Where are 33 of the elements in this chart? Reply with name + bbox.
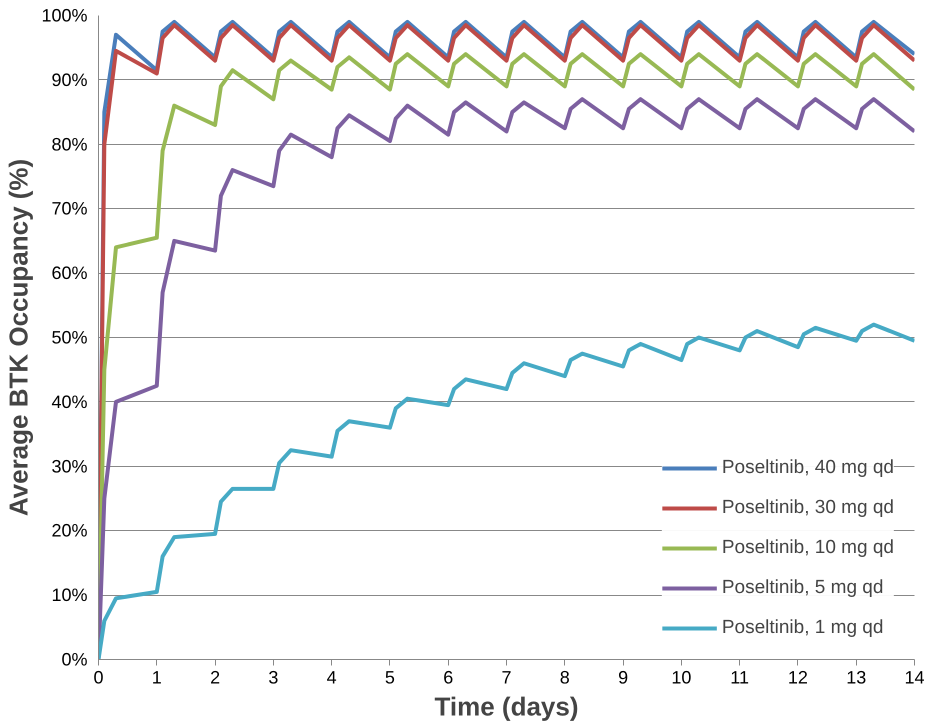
x-tick-label: 11 bbox=[730, 668, 749, 688]
legend-label: Poseltinib, 10 mg qd bbox=[722, 537, 894, 559]
x-tick-label: 3 bbox=[268, 668, 278, 688]
y-tick-label: 80% bbox=[51, 134, 88, 154]
legend-label: Poseltinib, 1 mg qd bbox=[722, 617, 884, 639]
x-tick-label: 6 bbox=[443, 668, 454, 688]
x-tick-label: 12 bbox=[788, 668, 808, 688]
x-tick-label: 0 bbox=[93, 668, 104, 688]
y-tick-label: 10% bbox=[51, 585, 88, 606]
legend-label: Poseltinib, 30 mg qd bbox=[722, 497, 894, 519]
y-tick-label: 50% bbox=[51, 328, 88, 348]
x-tick-label: 5 bbox=[384, 668, 395, 688]
y-axis-title: Average BTK Occupancy (%) bbox=[3, 158, 34, 516]
y-tick-label: 90% bbox=[51, 70, 88, 90]
y-tick-label: 60% bbox=[51, 263, 88, 284]
x-tick-label: 4 bbox=[326, 668, 337, 688]
x-tick-label: 10 bbox=[671, 668, 692, 688]
x-tick-label: 2 bbox=[210, 668, 220, 688]
y-tick-label: 30% bbox=[51, 456, 88, 476]
y-tick-label: 100% bbox=[41, 6, 88, 26]
y-tick-label: 40% bbox=[51, 392, 88, 412]
x-tick-label: 8 bbox=[560, 668, 570, 688]
y-tick-label: 70% bbox=[51, 198, 88, 219]
legend-label: Poseltinib, 5 mg qd bbox=[722, 577, 884, 599]
x-axis-title: Time (days) bbox=[434, 692, 579, 722]
x-tick-label: 13 bbox=[846, 668, 866, 688]
x-tick-label: 9 bbox=[618, 668, 628, 688]
x-tick-label: 1 bbox=[152, 668, 162, 688]
y-tick-label: 0% bbox=[61, 650, 88, 670]
legend-label: Poseltinib, 40 mg qd bbox=[722, 457, 894, 479]
x-tick-label: 14 bbox=[904, 668, 925, 688]
x-tick-label: 7 bbox=[501, 668, 512, 688]
y-tick-label: 20% bbox=[51, 520, 88, 541]
